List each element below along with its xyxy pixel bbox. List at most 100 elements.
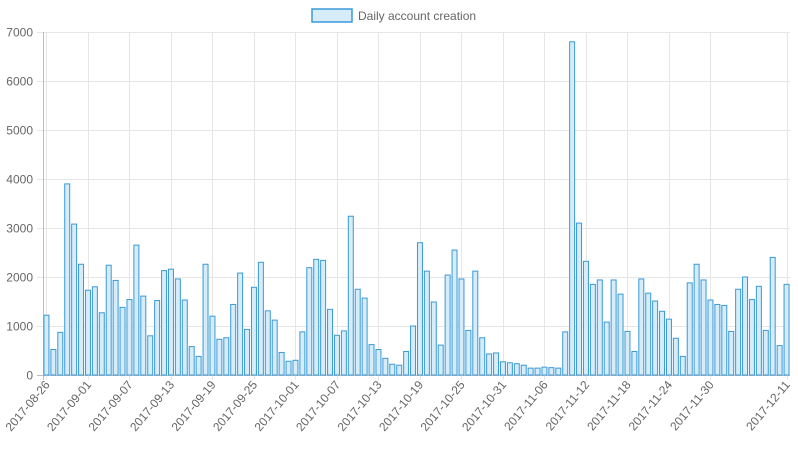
bar[interactable] (84, 289, 91, 376)
bar[interactable] (555, 367, 562, 376)
bar[interactable] (174, 278, 181, 376)
bar[interactable] (154, 300, 161, 376)
bar[interactable] (665, 318, 672, 376)
bar[interactable] (167, 268, 174, 376)
bar[interactable] (244, 328, 251, 376)
bar[interactable] (430, 301, 437, 376)
bar[interactable] (43, 314, 50, 376)
bar[interactable] (735, 288, 742, 376)
bar[interactable] (306, 267, 313, 376)
bar[interactable] (728, 330, 735, 376)
bar[interactable] (375, 349, 382, 376)
bar[interactable] (133, 244, 140, 376)
bar[interactable] (403, 350, 410, 376)
bar[interactable] (486, 353, 493, 376)
bar[interactable] (534, 367, 541, 376)
bar[interactable] (147, 335, 154, 376)
bar[interactable] (292, 359, 299, 376)
bar[interactable] (278, 351, 285, 376)
bar[interactable] (230, 303, 237, 376)
bar[interactable] (707, 299, 714, 376)
bar[interactable] (320, 259, 327, 376)
bar[interactable] (410, 325, 417, 376)
bar[interactable] (64, 183, 71, 376)
bar[interactable] (582, 260, 589, 376)
bar[interactable] (672, 337, 679, 376)
bar[interactable] (57, 331, 64, 376)
bar[interactable] (783, 283, 790, 376)
bar[interactable] (589, 283, 596, 376)
bar[interactable] (748, 299, 755, 376)
bar[interactable] (762, 329, 769, 376)
bar[interactable] (237, 272, 244, 376)
bar[interactable] (493, 352, 500, 376)
bar[interactable] (562, 331, 569, 376)
bar[interactable] (686, 282, 693, 376)
bar[interactable] (223, 337, 230, 376)
bar[interactable] (603, 321, 610, 376)
bar[interactable] (520, 364, 527, 376)
bar[interactable] (714, 303, 721, 376)
bar[interactable] (693, 263, 700, 376)
bar[interactable] (285, 360, 292, 376)
bar[interactable] (140, 295, 147, 376)
bar[interactable] (299, 331, 306, 376)
bar[interactable] (416, 242, 423, 376)
bar[interactable] (126, 299, 133, 376)
bar[interactable] (659, 310, 666, 376)
bar[interactable] (195, 355, 202, 376)
bar[interactable] (624, 330, 631, 376)
bar[interactable] (437, 344, 444, 376)
bar[interactable] (91, 286, 98, 376)
bar[interactable] (98, 312, 105, 376)
bar[interactable] (78, 263, 85, 376)
bar[interactable] (161, 270, 168, 376)
bar[interactable] (506, 362, 513, 376)
bar[interactable] (472, 270, 479, 376)
bar[interactable] (423, 270, 430, 376)
bar[interactable] (50, 349, 57, 376)
bar[interactable] (527, 367, 534, 376)
bar[interactable] (451, 249, 458, 376)
bar[interactable] (458, 278, 465, 376)
bar[interactable] (347, 215, 354, 376)
bar[interactable] (389, 363, 396, 376)
bar[interactable] (776, 345, 783, 376)
bar[interactable] (112, 279, 119, 376)
bar[interactable] (202, 263, 209, 376)
bar[interactable] (327, 308, 334, 376)
bar[interactable] (548, 367, 555, 376)
bar[interactable] (541, 366, 548, 376)
bar[interactable] (576, 222, 583, 376)
bar[interactable] (700, 279, 707, 376)
bar[interactable] (742, 276, 749, 376)
bar[interactable] (769, 256, 776, 376)
bar[interactable] (645, 292, 652, 376)
bar[interactable] (250, 286, 257, 376)
bar[interactable] (188, 346, 195, 376)
bar[interactable] (679, 355, 686, 376)
bar[interactable] (119, 306, 126, 376)
legend[interactable]: Daily account creation (311, 8, 476, 23)
bar[interactable] (71, 223, 78, 376)
bar[interactable] (569, 41, 576, 376)
bar[interactable] (396, 364, 403, 376)
bar[interactable] (105, 264, 112, 376)
bar[interactable] (382, 357, 389, 376)
bar[interactable] (499, 361, 506, 376)
bar[interactable] (313, 258, 320, 376)
bar[interactable] (465, 329, 472, 376)
bar[interactable] (333, 334, 340, 376)
bar[interactable] (631, 350, 638, 376)
bar[interactable] (610, 279, 617, 376)
bar[interactable] (209, 315, 216, 376)
bar[interactable] (617, 293, 624, 376)
bar[interactable] (479, 337, 486, 376)
bar[interactable] (368, 344, 375, 376)
bar[interactable] (181, 299, 188, 376)
bar[interactable] (638, 278, 645, 376)
bar[interactable] (216, 338, 223, 376)
bar[interactable] (513, 363, 520, 376)
bar[interactable] (596, 279, 603, 376)
bar[interactable] (755, 285, 762, 376)
